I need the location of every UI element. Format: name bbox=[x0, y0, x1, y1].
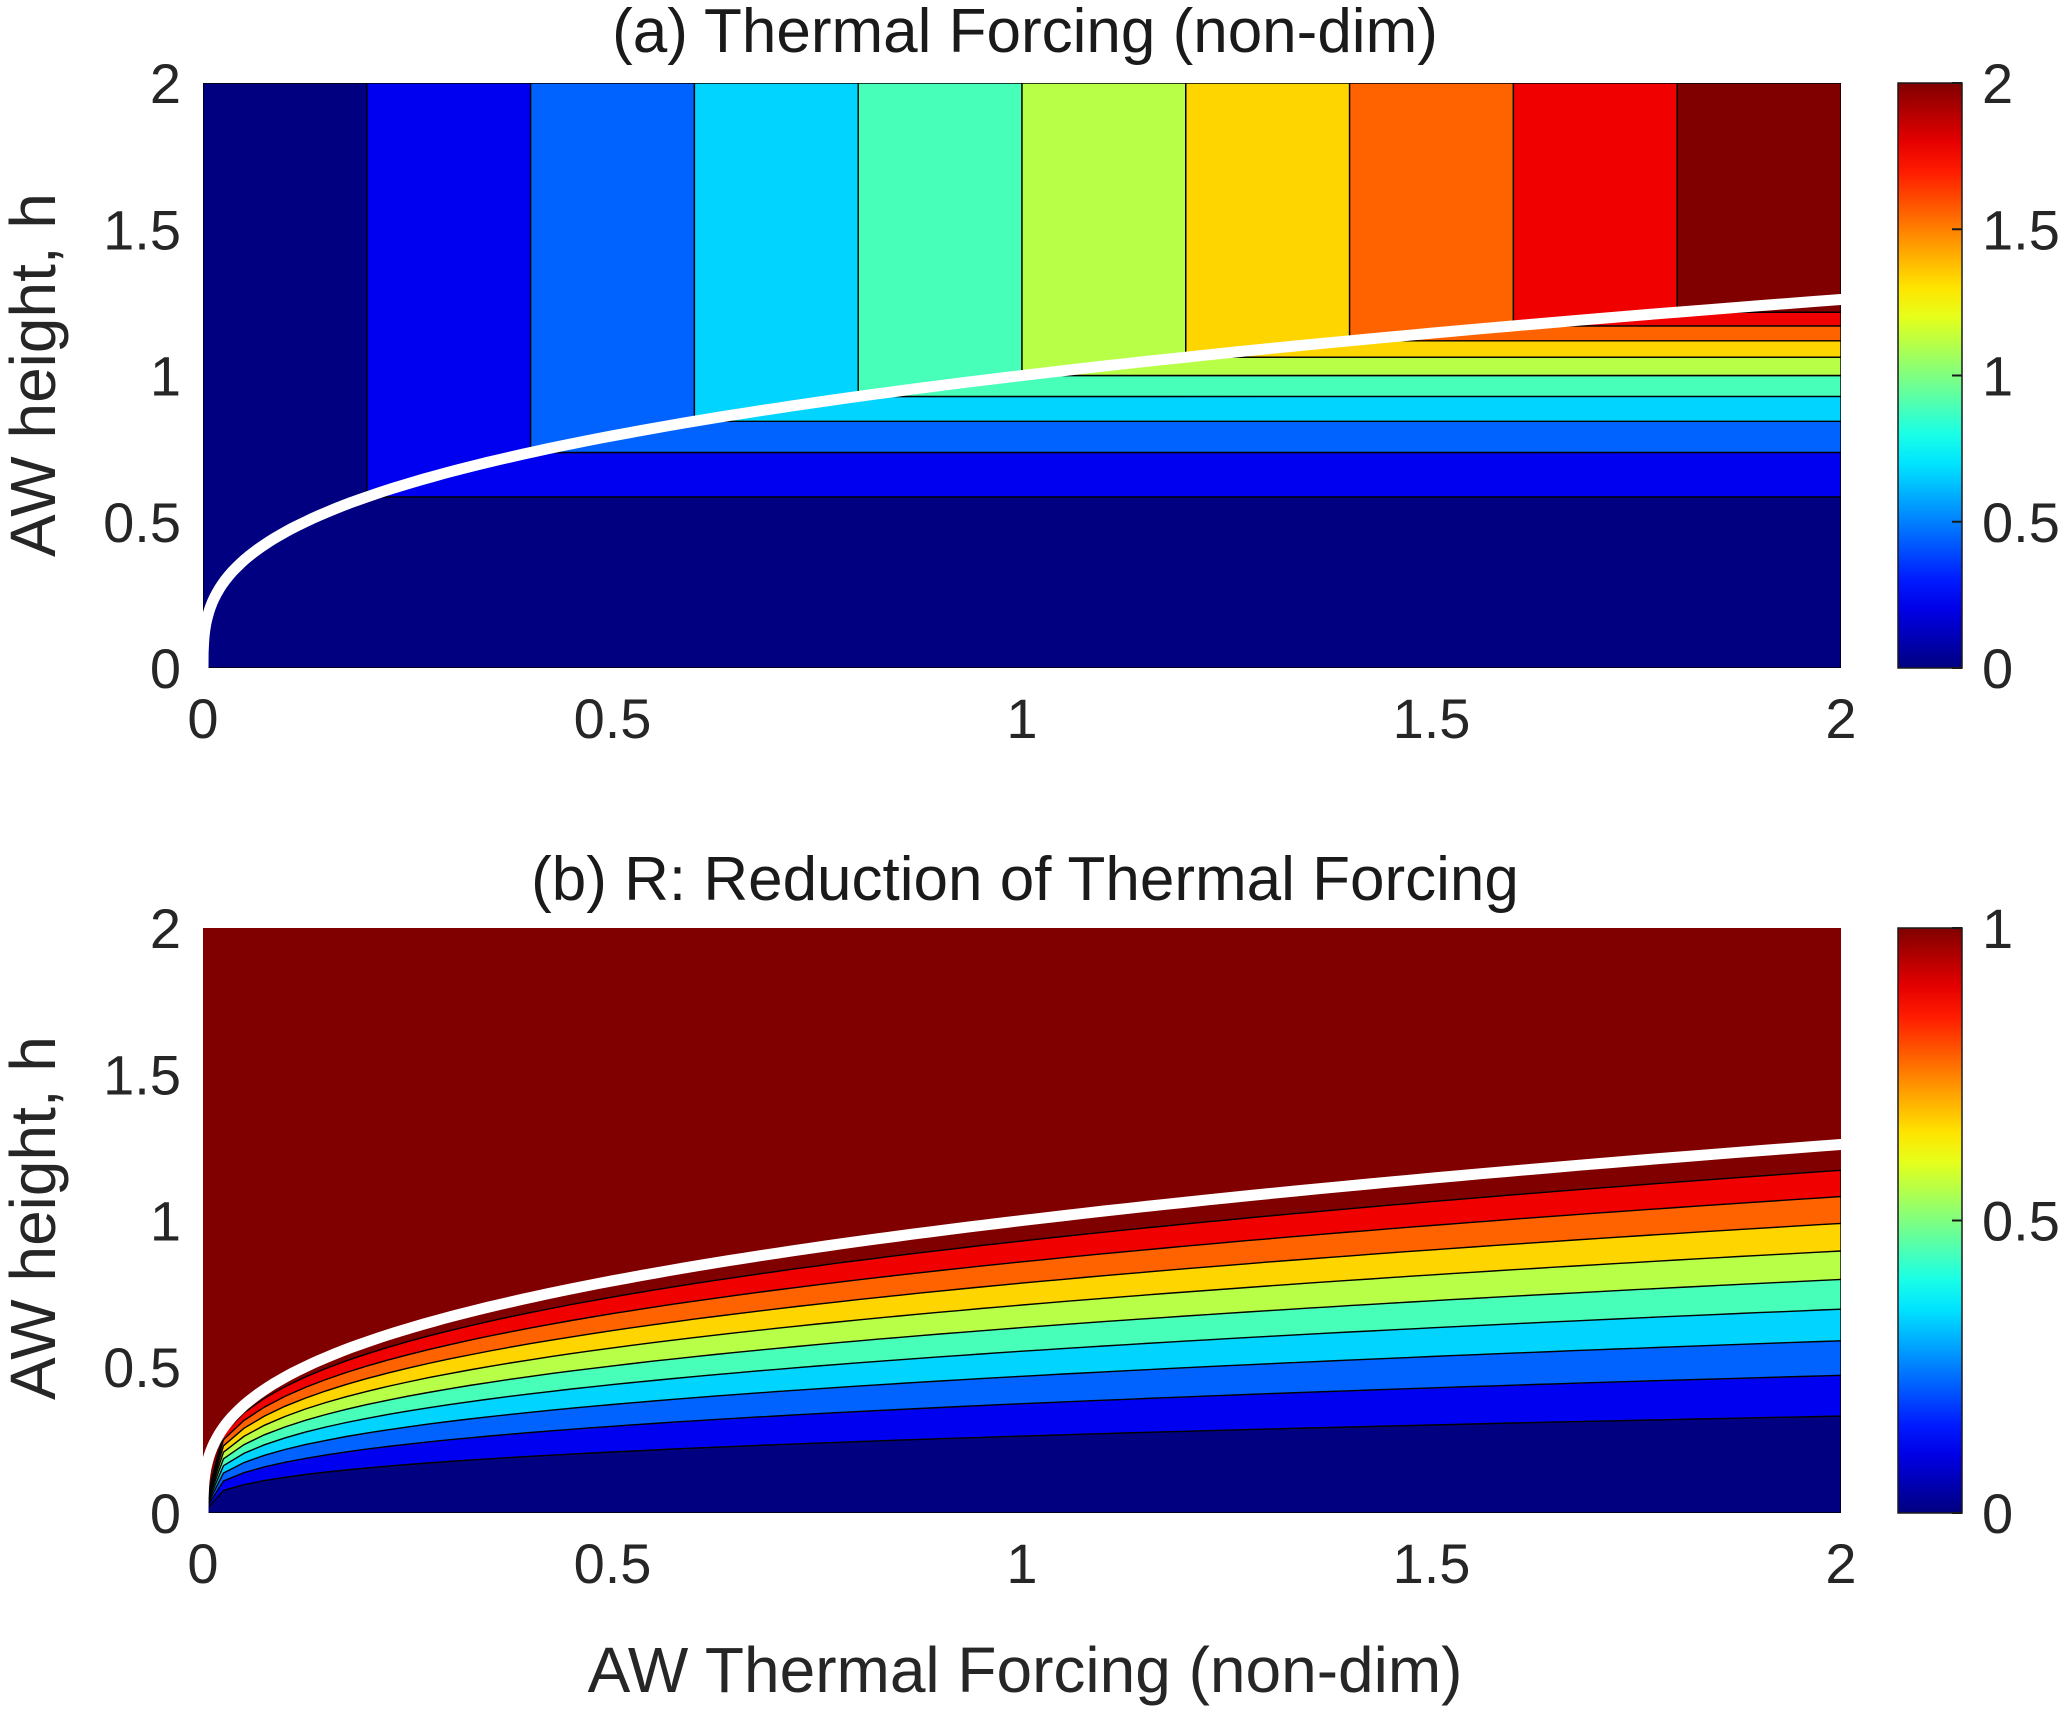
contour-band bbox=[693, 83, 859, 423]
colorbar-tick-label: 0 bbox=[1982, 637, 2013, 700]
y-tick-label: 0 bbox=[150, 637, 181, 700]
panel-a-title: (a) Thermal Forcing (non-dim) bbox=[612, 0, 1438, 66]
contour-band bbox=[1512, 83, 1678, 327]
y-tick-label: 0 bbox=[150, 1482, 181, 1545]
x-tick-label: 0 bbox=[187, 1532, 218, 1595]
panel-a-y-axis-label: AW height, h bbox=[0, 193, 69, 557]
colorbar-tick-label: 1.5 bbox=[1982, 198, 2060, 261]
x-tick-label: 2 bbox=[1825, 1532, 1856, 1595]
x-tick-label: 0.5 bbox=[574, 687, 652, 750]
contour-band bbox=[529, 83, 696, 454]
contour-band bbox=[1021, 83, 1187, 377]
contour-band bbox=[366, 451, 1841, 498]
panel-b-colorbar: 00.51 bbox=[1897, 897, 2060, 1545]
panel-a-colorbar: 0 0.5 1 1.5 2 bbox=[1897, 52, 2060, 700]
y-tick-label: 2 bbox=[150, 897, 181, 960]
x-tick-label: 0 bbox=[187, 687, 218, 750]
contour-band bbox=[529, 420, 1841, 454]
panel-b-x-axis-label: AW Thermal Forcing (non-dim) bbox=[588, 1634, 1463, 1706]
y-tick-label: 0.5 bbox=[103, 491, 181, 554]
x-tick-label: 1 bbox=[1006, 1532, 1037, 1595]
axes: 0 0.5 1 1.5 2 0 0.5 1 1.5 2 bbox=[103, 52, 1856, 750]
colorbar-tick-label: 1 bbox=[1982, 897, 2013, 960]
y-tick-label: 1.5 bbox=[103, 1043, 181, 1106]
panel-b: (b) R: Reduction of Thermal Forcing 0 0.5… bbox=[0, 845, 2060, 1706]
x-tick-label: 1.5 bbox=[1393, 687, 1471, 750]
x-tick-label: 2 bbox=[1825, 687, 1856, 750]
contour-band bbox=[203, 1415, 1841, 1513]
panel-b-title: (b) R: Reduction of Thermal Forcing bbox=[531, 845, 1519, 914]
contour-band bbox=[1676, 83, 1841, 313]
colorbar-tick-label: 0 bbox=[1982, 1482, 2013, 1545]
contour-band bbox=[857, 83, 1023, 398]
y-tick-label: 1.5 bbox=[103, 198, 181, 261]
x-tick-label: 0.5 bbox=[574, 1532, 652, 1595]
contour-fill bbox=[203, 928, 1841, 1513]
panel-b-y-axis-label: AW height, h bbox=[0, 1036, 69, 1400]
panel-b-plot-area: 0 0.5 1 1.5 2 0 0.5 1 1.5 2 bbox=[103, 897, 1856, 1595]
x-tick-label: 1.5 bbox=[1393, 1532, 1471, 1595]
x-tick-label: 1 bbox=[1006, 687, 1037, 750]
contour-fill bbox=[203, 83, 1841, 668]
colorbar-gradient bbox=[1897, 82, 1963, 669]
contour-band bbox=[1185, 83, 1351, 358]
colorbar-tick-label: 2 bbox=[1982, 52, 2013, 115]
colorbar-tick-label: 1 bbox=[1982, 345, 2013, 408]
y-tick-label: 2 bbox=[150, 52, 181, 115]
contour-band bbox=[1348, 83, 1515, 342]
axes: 0 0.5 1 1.5 2 0 0.5 1 1.5 2 bbox=[103, 897, 1856, 1595]
y-tick-label: 1 bbox=[150, 1190, 181, 1253]
panel-a-plot-area: 0 0.5 1 1.5 2 0 0.5 1 1.5 2 bbox=[103, 52, 1856, 750]
contour-band bbox=[366, 83, 532, 498]
boundary-curve bbox=[203, 294, 1841, 668]
y-tick-label: 0.5 bbox=[103, 1336, 181, 1399]
y-tick-label: 1 bbox=[150, 345, 181, 408]
boundary-curve bbox=[203, 1139, 1841, 1513]
colorbar-tick-label: 0.5 bbox=[1982, 491, 2060, 554]
panel-a: (a) Thermal Forcing (non-dim) 0 0.5 1 1.5 20… bbox=[0, 0, 2060, 750]
colorbar-tick-label: 0.5 bbox=[1982, 1190, 2060, 1253]
contour-band bbox=[203, 496, 1841, 668]
